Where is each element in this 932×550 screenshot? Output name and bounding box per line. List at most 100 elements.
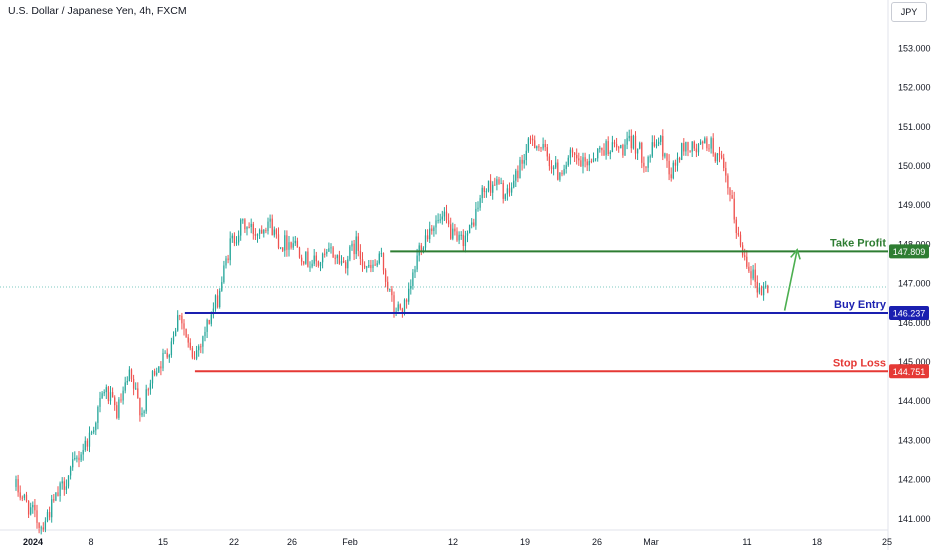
candle-body — [361, 259, 364, 266]
candle-body — [118, 399, 120, 418]
candle-body — [429, 228, 431, 240]
time-tick-label: 22 — [229, 537, 239, 547]
candle-body — [573, 152, 576, 155]
candle-body — [422, 247, 425, 252]
time-tick-label: Mar — [643, 537, 659, 547]
candle-body — [691, 141, 693, 152]
candle-body — [219, 290, 221, 308]
candle-body — [723, 157, 725, 169]
candle-body — [687, 142, 689, 151]
candle-body — [174, 330, 177, 337]
buy-entry-price-badge-text: 146.237 — [893, 309, 926, 319]
candle-body — [651, 142, 653, 157]
candle-body — [384, 270, 387, 282]
candle-body — [739, 234, 742, 246]
time-tick-label: Feb — [342, 537, 358, 547]
price-tick-label: 146.000 — [898, 318, 931, 328]
candle-body — [65, 486, 68, 490]
candle-body — [357, 236, 359, 251]
candle-body — [487, 180, 490, 192]
candle-body — [132, 378, 135, 389]
candle-body — [382, 253, 385, 271]
candle-body — [126, 381, 128, 383]
candle-body — [523, 160, 525, 164]
candle-body — [590, 161, 593, 163]
candle-body — [727, 175, 729, 189]
candle-body — [216, 295, 219, 308]
candle-body — [704, 138, 706, 144]
candle-body — [613, 142, 616, 145]
candle-body — [475, 208, 477, 226]
candle-body — [670, 174, 672, 179]
candle-body — [187, 337, 189, 343]
stop-loss-label: Stop Loss — [833, 357, 886, 369]
candle-body — [765, 285, 767, 287]
candle-body — [508, 188, 511, 193]
candle-body — [34, 504, 36, 511]
candle-body — [506, 188, 509, 195]
candle-body — [681, 143, 683, 160]
candle-body — [181, 315, 183, 324]
candle-body — [594, 158, 597, 160]
candle-body — [177, 315, 179, 331]
candle-body — [452, 228, 454, 239]
candle-body — [683, 143, 685, 152]
candle-body — [145, 389, 147, 412]
candle-body — [647, 157, 649, 168]
candle-body — [317, 261, 320, 266]
candle-body — [414, 269, 416, 273]
candle-body — [122, 390, 124, 401]
candle-body — [63, 481, 65, 490]
candle-body — [489, 180, 492, 193]
candle-body — [586, 161, 588, 166]
candle-body — [254, 234, 257, 236]
candle-body — [479, 198, 481, 208]
candle-body — [97, 406, 99, 423]
currency-selector[interactable]: JPY — [891, 2, 927, 22]
candle-body — [529, 138, 532, 140]
candle-body — [712, 138, 714, 154]
candle-body — [620, 145, 622, 149]
candle-body — [664, 153, 666, 157]
candle-body — [634, 135, 637, 154]
candle-body — [561, 172, 563, 175]
candle-body — [294, 240, 296, 244]
candle-body — [59, 483, 61, 496]
candle-body — [605, 141, 607, 156]
take-profit-price-badge — [889, 244, 929, 259]
candle-body — [431, 228, 433, 232]
candle-body — [332, 247, 334, 258]
candle-body — [500, 182, 502, 184]
time-tick-label: 12 — [448, 537, 458, 547]
candle-body — [168, 355, 170, 358]
candle-body — [233, 235, 236, 244]
candle-body — [84, 440, 86, 451]
price-tick-label: 147.000 — [898, 279, 931, 289]
candle-body — [689, 150, 691, 152]
candle-body — [204, 331, 206, 337]
candle-body — [643, 162, 645, 167]
candle-body — [17, 479, 19, 493]
candle-body — [172, 336, 175, 342]
candle-body — [450, 224, 452, 239]
candle-body — [729, 188, 731, 196]
candle-body — [649, 156, 651, 158]
candle-body — [391, 289, 393, 296]
candle-body — [555, 162, 557, 168]
candle-body — [99, 398, 101, 407]
candle-body — [609, 152, 611, 155]
candle-body — [307, 251, 309, 267]
candle-body — [21, 497, 23, 499]
candle-body — [519, 159, 521, 179]
candle-body — [714, 153, 716, 162]
candle-body — [632, 135, 635, 149]
candle-body — [128, 369, 131, 382]
candle-body — [149, 383, 152, 390]
candle-body — [521, 159, 523, 164]
candle-body — [93, 430, 95, 433]
candle-body — [61, 481, 63, 484]
candle-body — [23, 494, 26, 498]
candle-body — [25, 494, 28, 502]
candle-body — [731, 195, 733, 199]
